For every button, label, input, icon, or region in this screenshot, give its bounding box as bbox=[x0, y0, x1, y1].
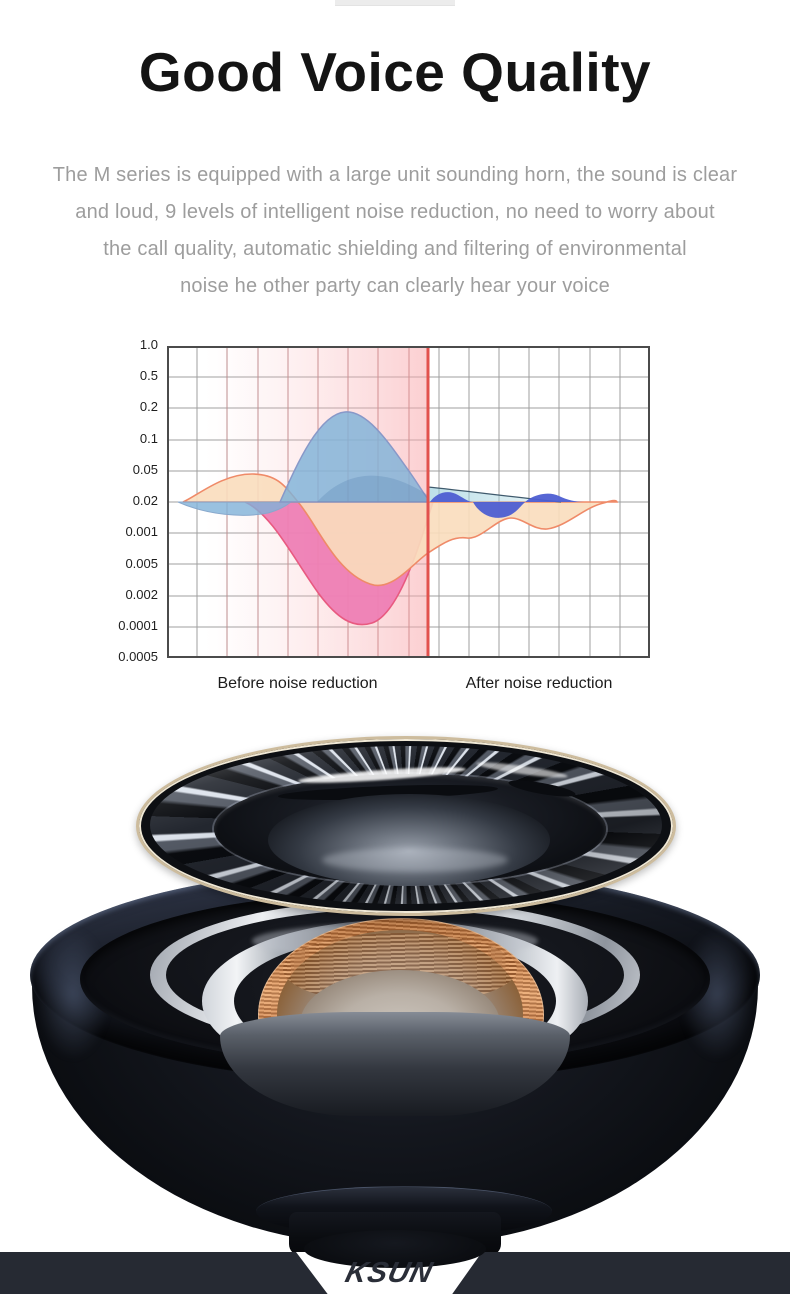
steel-cup-front-rim bbox=[220, 1012, 570, 1116]
y-axis-label: 0.2 bbox=[139, 399, 158, 414]
diaphragm-gleam bbox=[322, 848, 508, 872]
product-description: The M series is equipped with a large un… bbox=[11, 157, 779, 305]
y-axis-label: 0.1 bbox=[139, 431, 158, 446]
description-line: the call quality, automatic shielding an… bbox=[103, 238, 687, 260]
driver-foot bbox=[304, 1230, 486, 1268]
residual-ripple-wave bbox=[430, 492, 584, 518]
y-axis-label: 0.02 bbox=[132, 493, 158, 508]
y-axis-label: 0.005 bbox=[125, 556, 158, 571]
voice-wave-inner-shade bbox=[317, 475, 428, 502]
y-axis-label: 1.0 bbox=[139, 337, 158, 352]
before-section-label: Before noise reduction bbox=[217, 675, 378, 692]
description-line: The M series is equipped with a large un… bbox=[52, 164, 738, 186]
description-line: and loud, 9 levels of intelligent noise … bbox=[75, 201, 715, 223]
y-axis-label: 0.0001 bbox=[118, 618, 158, 633]
description-line: noise he other party can clearly hear yo… bbox=[180, 275, 610, 297]
y-axis-label: 0.001 bbox=[125, 524, 158, 539]
brand-logo-text: KSUN bbox=[342, 1257, 437, 1289]
y-axis-label: 0.5 bbox=[139, 368, 158, 383]
diaphragm-dome bbox=[268, 794, 550, 886]
y-axis-label: 0.002 bbox=[125, 587, 158, 602]
after-section-label: After noise reduction bbox=[465, 675, 613, 692]
noise-reduction-chart bbox=[167, 346, 650, 658]
top-section-fragment bbox=[335, 0, 455, 6]
plot-border bbox=[167, 346, 650, 658]
y-axis-label: 0.0005 bbox=[118, 649, 158, 664]
page-title: Good Voice Quality bbox=[138, 41, 652, 103]
y-axis-label: 0.05 bbox=[132, 462, 158, 477]
voice-wave-main-lobe bbox=[278, 411, 429, 503]
brand-logo: KSUN bbox=[296, 1257, 482, 1290]
voice-wave-left-dip bbox=[177, 501, 293, 516]
